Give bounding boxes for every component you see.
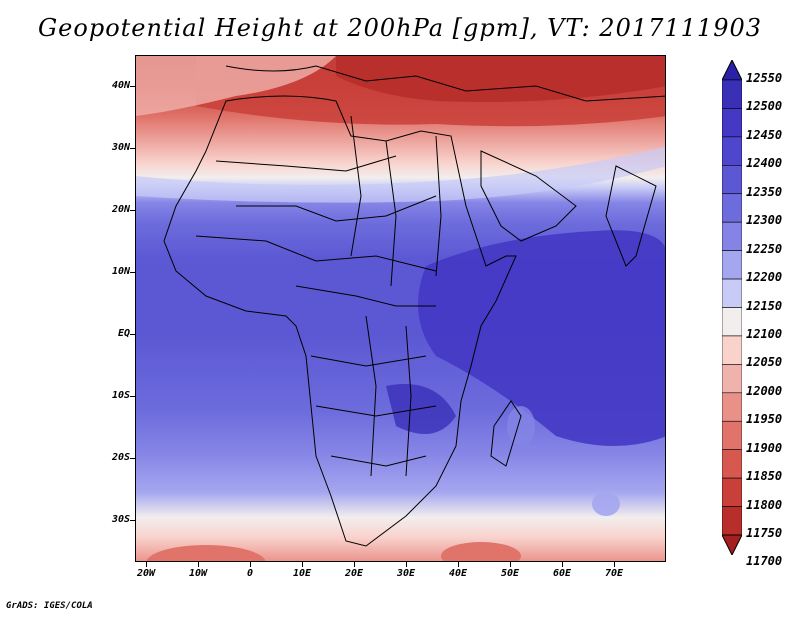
colorbar-level-label: 11900: [746, 440, 783, 455]
colorbar-level-label: 12450: [746, 127, 783, 142]
lon-tick: [250, 562, 251, 567]
lon-label-10w: 10W: [188, 568, 208, 579]
lon-label-20e: 20E: [344, 568, 364, 579]
colorbar-segment: [722, 392, 742, 422]
lon-label-30e: 30E: [396, 568, 416, 579]
colorbar-level-label: 12550: [746, 71, 783, 85]
colorbar-segment: [722, 79, 742, 109]
colorbar-level-label: 11750: [746, 526, 783, 540]
colorbar-top-triangle: [722, 60, 742, 81]
colorbar-segment: [722, 364, 742, 394]
colorbar-segment: [722, 420, 742, 450]
colorbar-segment: [722, 136, 742, 166]
lon-label-10e: 10E: [292, 568, 312, 579]
colorbar-level-label: 12300: [746, 213, 783, 228]
colorbar-level-label: 12400: [746, 156, 783, 171]
lat-tick: [130, 396, 135, 397]
lon-label-50e: 50E: [500, 568, 520, 579]
credit-text: GrADS: IGES/COLA: [6, 601, 93, 611]
colorbar-level-label: 12050: [746, 355, 783, 370]
colorbar-segment: [722, 506, 742, 536]
lon-label-20w: 20W: [136, 568, 156, 579]
lat-tick: [130, 86, 135, 87]
lon-tick: [406, 562, 407, 567]
lon-tick: [510, 562, 511, 567]
colorbar-level-label: 12100: [746, 326, 783, 341]
colorbar-segment: [722, 335, 742, 365]
lat-label-30n: 30N: [111, 142, 130, 153]
lon-label-70e: 70E: [604, 568, 624, 579]
colorbar-segment: [722, 278, 742, 308]
lat-tick: [130, 520, 135, 521]
colorbar-bottom-triangle: [722, 534, 742, 555]
colorbar-level-label: 11950: [746, 412, 783, 427]
lon-tick: [614, 562, 615, 567]
lat-tick: [130, 272, 135, 273]
lat-tick: [130, 210, 135, 211]
lat-label-20s: 20S: [111, 452, 130, 463]
lat-label-eq: EQ: [117, 328, 130, 339]
lon-label-40e: 40E: [448, 568, 468, 579]
lon-tick: [198, 562, 199, 567]
colorbar-segment: [722, 307, 742, 337]
colorbar-segment: [722, 250, 742, 280]
lat-label-40n: 40N: [111, 80, 130, 91]
lon-label-0: 0: [246, 568, 254, 579]
colorbar-level-label: 12200: [746, 270, 783, 285]
lat-label-10s: 10S: [111, 390, 130, 401]
lat-label-10n: 10N: [111, 266, 130, 277]
lon-label-60e: 60E: [552, 568, 572, 579]
geopotential-map: [136, 56, 665, 561]
lon-tick: [354, 562, 355, 567]
colorbar-segment: [722, 221, 742, 251]
colorbar-segment: [722, 449, 742, 479]
lat-label-20n: 20N: [111, 204, 130, 215]
colorbar-segment: [722, 108, 742, 138]
lat-label-30s: 30S: [111, 514, 130, 525]
colorbar-level-label: 12000: [746, 383, 783, 398]
colorbar-level-label: 12500: [746, 99, 783, 114]
colorbar-level-label: 12150: [746, 298, 783, 313]
lat-tick: [130, 148, 135, 149]
lon-tick: [458, 562, 459, 567]
colorbar-level-label: 11700: [746, 554, 783, 569]
colorbar-level-label: 11850: [746, 469, 783, 484]
chart-title: Geopotential Height at 200hPa [gpm], VT:…: [38, 14, 762, 42]
colorbar-level-label: 12250: [746, 241, 783, 256]
lon-tick: [562, 562, 563, 567]
lat-tick: [130, 334, 135, 335]
map-plot-area: [135, 55, 666, 562]
colorbar-level-label: 12350: [746, 184, 783, 199]
colorbar: [722, 60, 742, 555]
colorbar-segment: [722, 477, 742, 507]
colorbar-level-label: 11800: [746, 497, 783, 512]
colorbar-segment: [722, 165, 742, 195]
lon-tick: [302, 562, 303, 567]
lat-tick: [130, 458, 135, 459]
colorbar-segment: [722, 193, 742, 223]
lon-tick: [146, 562, 147, 567]
